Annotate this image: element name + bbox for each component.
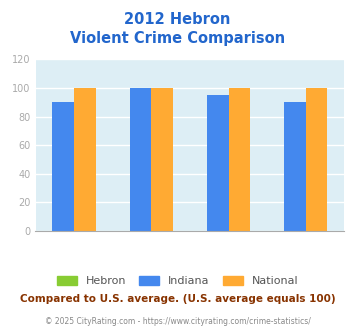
Text: Violent Crime Comparison: Violent Crime Comparison <box>70 31 285 46</box>
Text: Compared to U.S. average. (U.S. average equals 100): Compared to U.S. average. (U.S. average … <box>20 294 335 304</box>
Bar <box>53 102 74 231</box>
Bar <box>151 88 173 231</box>
Bar <box>74 88 96 231</box>
Bar <box>229 88 250 231</box>
Legend: Hebron, Indiana, National: Hebron, Indiana, National <box>52 271 303 290</box>
Text: © 2025 CityRating.com - https://www.cityrating.com/crime-statistics/: © 2025 CityRating.com - https://www.city… <box>45 317 310 326</box>
Bar <box>306 88 327 231</box>
Text: 2012 Hebron: 2012 Hebron <box>124 12 231 26</box>
Bar <box>284 102 306 231</box>
Bar <box>207 95 229 231</box>
Bar <box>130 88 151 231</box>
